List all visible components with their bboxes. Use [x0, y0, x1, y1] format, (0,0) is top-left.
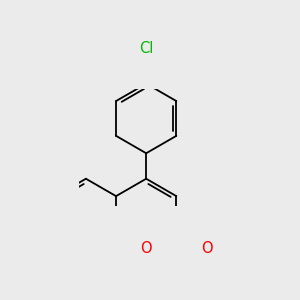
Text: O: O [140, 241, 152, 256]
Text: O: O [201, 241, 212, 256]
Text: Cl: Cl [139, 41, 153, 56]
